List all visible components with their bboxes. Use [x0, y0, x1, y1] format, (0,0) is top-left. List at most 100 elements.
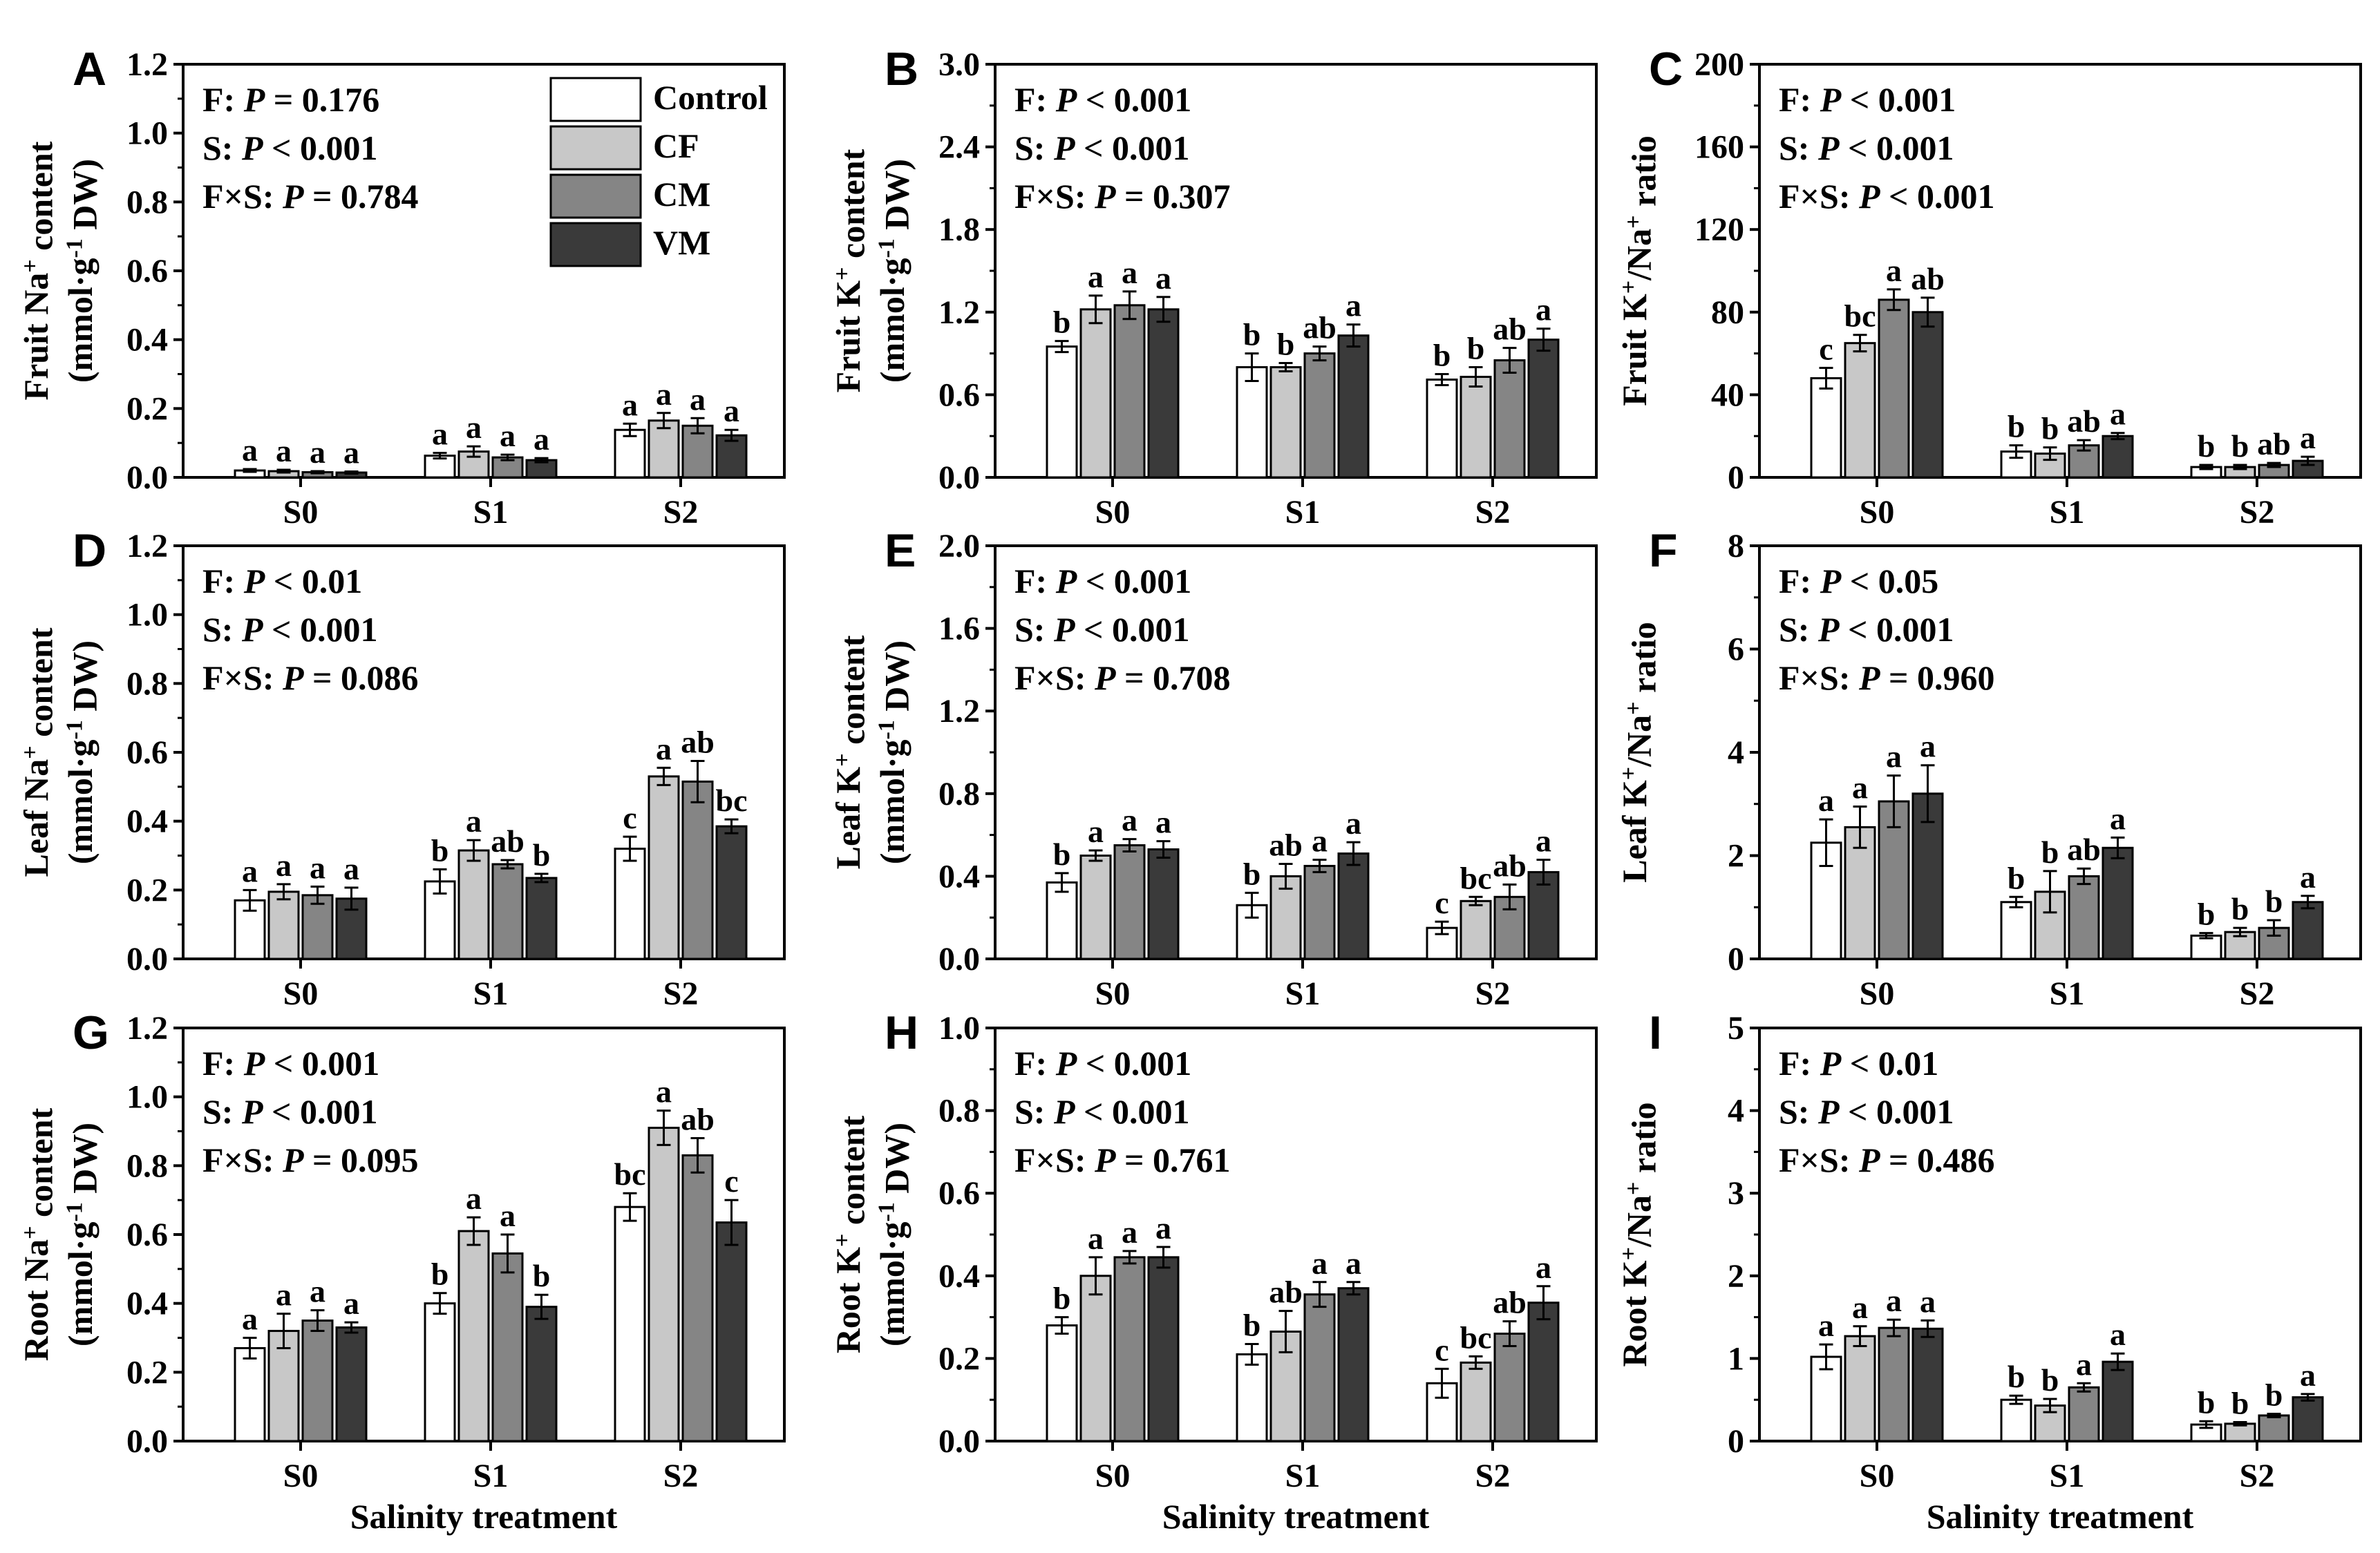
- significance-letter: a: [533, 421, 549, 457]
- bar-vm-s1: [2102, 846, 2134, 960]
- panel-letter: B: [885, 43, 918, 95]
- x-tick-label: S2: [1475, 1458, 1511, 1494]
- stat-line: F: P < 0.01: [202, 562, 362, 600]
- y-axis-label: Fruit Na+​ content: [17, 141, 60, 400]
- y-axis-label: (mmol·g-1​ DW): [61, 1123, 104, 1346]
- x-tick-label: S0: [1860, 975, 1895, 1012]
- stat-line: S: P < 0.001: [1014, 128, 1190, 167]
- bar-vm-s0: [1147, 848, 1180, 960]
- y-tick-label: 40: [1711, 377, 1744, 413]
- significance-letter: a: [242, 1302, 258, 1337]
- bar-vm-s2: [1527, 1302, 1560, 1442]
- y-tick-label: 0.6: [938, 1175, 980, 1212]
- legend-swatch-control: [549, 77, 642, 122]
- significance-letter: b: [2008, 1359, 2025, 1394]
- significance-letter: a: [1536, 292, 1551, 327]
- bar-cm-s0: [1113, 304, 1146, 479]
- bar-vm-s1: [525, 877, 558, 960]
- bar-cf-s0: [1079, 1275, 1112, 1442]
- bar-cf-s2: [1460, 375, 1492, 479]
- significance-letter: a: [466, 803, 482, 839]
- significance-letter: a: [1345, 1246, 1361, 1281]
- panel-f: F 0 2 4 6 8 Leaf K+​/Na+​ ratio F: P < 0.05 S: P…: [1615, 524, 2362, 1012]
- significance-letter: ab: [1269, 1275, 1303, 1310]
- y-tick-label: 1.2: [126, 528, 168, 564]
- x-tick-label: S2: [663, 975, 699, 1012]
- significance-letter: a: [1886, 253, 1902, 288]
- stat-line: F×S: P < 0.001: [1779, 177, 1995, 216]
- x-tick-label: S0: [1095, 1458, 1131, 1494]
- y-tick-label: 0.4: [126, 803, 168, 840]
- y-tick-label: 0.6: [126, 1217, 168, 1253]
- significance-letter: b: [1053, 837, 1071, 872]
- significance-letter: b: [1467, 331, 1485, 366]
- stat-line: F×S: P = 0.784: [202, 177, 419, 216]
- significance-letter: b: [533, 837, 551, 873]
- x-tick-label: S1: [1285, 494, 1321, 531]
- bar-cf-s0: [1844, 342, 1876, 479]
- legend-swatch-cf: [549, 125, 642, 171]
- significance-letter: a: [466, 410, 482, 445]
- bar-control-s2: [614, 1206, 646, 1442]
- stat-line: F×S: P = 0.960: [1779, 658, 1995, 697]
- significance-letter: ab: [681, 1101, 715, 1136]
- significance-letter: a: [466, 1181, 482, 1216]
- significance-letter: a: [276, 433, 292, 468]
- bar-control-s2: [1426, 926, 1458, 960]
- y-tick-label: 0.8: [126, 1147, 168, 1184]
- y-tick-label: 0.8: [126, 184, 168, 220]
- bar-control-s0: [1810, 377, 1842, 479]
- bar-vm-s1: [1337, 852, 1370, 960]
- significance-letter: a: [343, 435, 359, 470]
- stat-line: S: P < 0.001: [1779, 1092, 1954, 1131]
- significance-letter: a: [1155, 1210, 1171, 1246]
- bar-cf-s0: [267, 1330, 300, 1442]
- significance-letter: a: [1122, 803, 1137, 838]
- significance-letter: b: [431, 832, 449, 868]
- bar-cm-s2: [2258, 1414, 2290, 1442]
- y-axis-label: (mmol·g-1​ DW): [61, 159, 104, 383]
- significance-letter: b: [2041, 1362, 2059, 1398]
- y-tick-label: 200: [1694, 46, 1744, 83]
- panel-letter: H: [885, 1007, 918, 1059]
- significance-letter: a: [656, 1074, 672, 1109]
- y-tick-label: 0.2: [126, 390, 168, 427]
- panel-b: B 0.0 0.6 1.2 1.8 2.4 3.0 Fruit K+​ content(mmo…: [829, 43, 1598, 531]
- y-tick-label: 1.2: [938, 693, 980, 730]
- y-tick-label: 1: [1728, 1340, 1744, 1377]
- stat-line: F×S: P = 0.307: [1014, 177, 1231, 216]
- y-tick-label: 1.0: [126, 115, 168, 152]
- significance-letter: ab: [1493, 1285, 1527, 1320]
- bar-vm-s1: [1337, 1287, 1370, 1442]
- significance-letter: b: [2041, 835, 2059, 870]
- y-tick-label: 0.0: [126, 941, 168, 978]
- bar-cf-s0: [267, 890, 300, 960]
- panel-letter: F: [1649, 524, 1678, 577]
- y-tick-label: 8: [1728, 528, 1744, 564]
- y-tick-label: 0.8: [938, 776, 980, 812]
- significance-letter: a: [242, 432, 258, 468]
- x-tick-label: S0: [283, 494, 319, 531]
- bar-cm-s0: [301, 1319, 334, 1442]
- stat-line: F: P = 0.176: [202, 80, 379, 119]
- stat-line: F×S: P = 0.708: [1014, 658, 1231, 697]
- bar-control-s2: [2190, 934, 2222, 960]
- bar-control-s0: [1046, 345, 1078, 479]
- legend-label-vm: VM: [653, 223, 710, 262]
- significance-letter: a: [1088, 1221, 1104, 1256]
- bar-cf-s1: [457, 1230, 490, 1442]
- x-axis-label: Salinity treatment: [1927, 1497, 2194, 1536]
- x-tick-label: S2: [1475, 975, 1511, 1012]
- legend-label-cf: CF: [653, 126, 699, 165]
- y-tick-label: 0.4: [938, 1258, 980, 1295]
- significance-letter: a: [1122, 1214, 1137, 1250]
- y-tick-label: 0.4: [126, 322, 168, 359]
- bar-cf-s0: [1079, 855, 1112, 960]
- bar-vm-s1: [1337, 334, 1370, 479]
- significance-letter: a: [1345, 288, 1361, 323]
- significance-letter: a: [1312, 823, 1328, 858]
- bar-vm-s0: [1147, 308, 1180, 479]
- significance-letter: b: [2265, 1378, 2283, 1413]
- significance-letter: b: [1277, 327, 1295, 362]
- y-tick-label: 0.8: [938, 1093, 980, 1130]
